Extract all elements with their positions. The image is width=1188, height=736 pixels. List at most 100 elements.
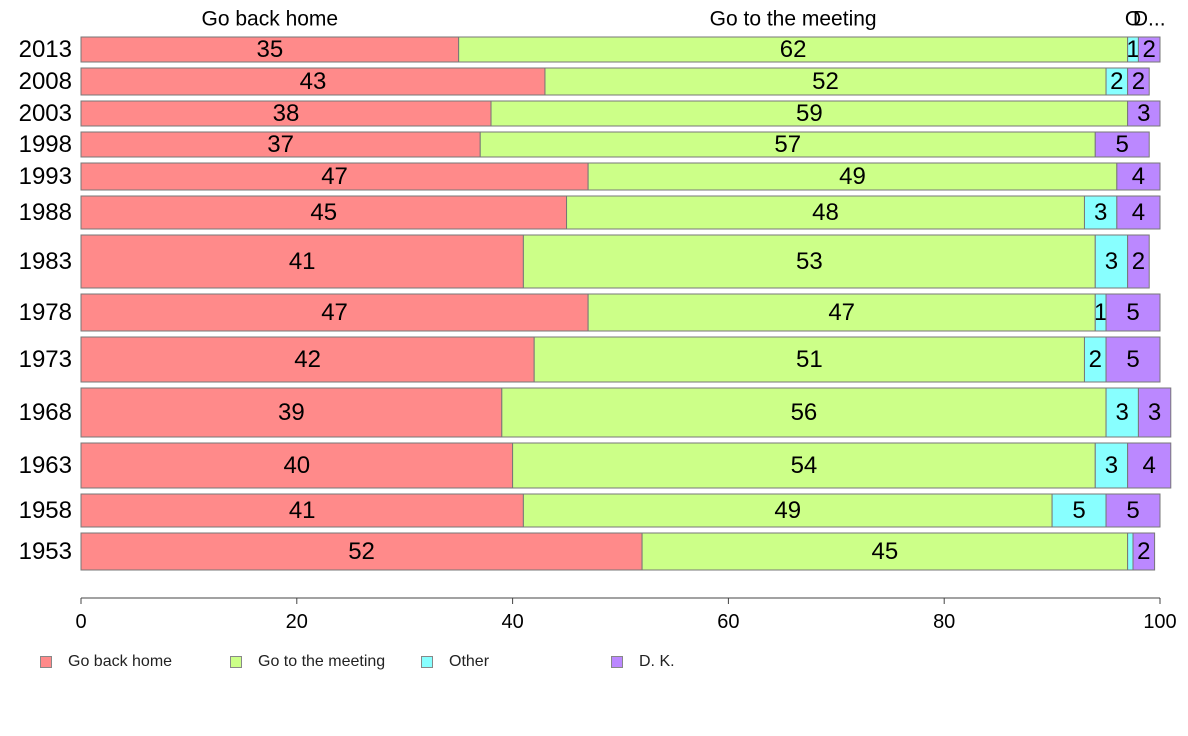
data-label: 2 (1110, 68, 1123, 95)
data-label: 47 (828, 299, 855, 326)
data-label: 3 (1148, 399, 1161, 426)
data-label: 5 (1116, 131, 1129, 158)
bar-segment (80, 293, 589, 332)
x-tick-label: 80 (933, 611, 955, 633)
bar-segment (1132, 532, 1156, 571)
data-label: 3 (1105, 248, 1118, 275)
bar-segment (512, 442, 1096, 489)
y-tick-label: 2003 (19, 100, 72, 127)
legend-item-go-to-the-meeting: Go to the meeting (230, 652, 385, 672)
legend-item-go-back-home: Go back home (40, 652, 172, 672)
bar-segment (522, 234, 1096, 289)
data-label: 5 (1126, 346, 1139, 373)
legend-swatch (611, 656, 623, 668)
data-label: 57 (774, 131, 801, 158)
bar-segment (80, 195, 568, 230)
bar-segment (1127, 234, 1150, 289)
legend-item-other: Other (421, 652, 489, 672)
legend: Go back home Go to the meeting Other D. … (40, 652, 1140, 676)
data-label: 39 (278, 399, 305, 426)
bar-segment (1094, 442, 1129, 489)
legend-label: D. K. (639, 653, 675, 670)
data-label: 5 (1072, 497, 1085, 524)
data-label: 45 (310, 199, 337, 226)
data-label: 54 (791, 452, 818, 479)
data-label: 52 (348, 538, 375, 565)
y-tick-label: 1988 (19, 199, 72, 226)
bar-segment (80, 387, 503, 438)
bar-segment (1127, 442, 1172, 489)
legend-label: Go to the meeting (258, 653, 386, 670)
bar-segment (1127, 67, 1150, 96)
data-label: 43 (300, 68, 327, 95)
bar-segment (479, 131, 1096, 158)
x-tick-label: 100 (1143, 611, 1176, 633)
data-label: 5 (1126, 299, 1139, 326)
legend-swatch (40, 656, 52, 668)
y-tick-label: 1978 (19, 299, 72, 326)
bar-segment (80, 234, 524, 289)
bar-segment (80, 36, 460, 63)
legend-swatch (421, 656, 433, 668)
data-label: 3 (1094, 199, 1107, 226)
bar-segment (522, 493, 1053, 528)
legend-label: Other (449, 653, 490, 670)
bar-segment (566, 195, 1085, 230)
legend-item-dk: D. K. (611, 652, 675, 672)
bar-segment (80, 131, 481, 158)
bar-segment (80, 336, 535, 383)
data-label: 38 (273, 100, 300, 127)
series-top-label: D... (1133, 8, 1166, 31)
bar-segment (1094, 131, 1150, 158)
data-label: 42 (294, 346, 321, 373)
bar-segment (1094, 234, 1129, 289)
bar-segment (80, 100, 492, 127)
data-label: 5 (1126, 497, 1139, 524)
data-label: 37 (267, 131, 294, 158)
bar-segment (1127, 100, 1161, 127)
y-tick-label: 1998 (19, 131, 72, 158)
data-label: 47 (321, 299, 348, 326)
x-tick-label: 20 (286, 611, 308, 633)
legend-swatch (230, 656, 242, 668)
y-tick-label: 1993 (19, 163, 72, 190)
data-label: 1 (1126, 36, 1139, 63)
bar-segment (587, 293, 1096, 332)
y-tick-label: 1973 (19, 346, 72, 373)
data-label: 41 (289, 248, 316, 275)
legend-label: Go back home (68, 653, 173, 670)
bar-segment (544, 67, 1107, 96)
data-label: 1 (1094, 299, 1107, 326)
x-tick-label: 0 (75, 611, 86, 633)
series-top-label: O (1125, 8, 1141, 31)
y-tick-label: 2013 (19, 36, 72, 63)
y-tick-label: 1953 (19, 538, 72, 565)
y-tick-label: 1983 (19, 248, 72, 275)
data-label: 62 (780, 36, 807, 63)
data-label: 52 (812, 68, 839, 95)
data-label: 2 (1143, 36, 1156, 63)
x-tick-label: 40 (501, 611, 523, 633)
data-label: 56 (791, 399, 818, 426)
data-label: 48 (812, 199, 839, 226)
bar-segment (80, 67, 546, 96)
y-tick-label: 1963 (19, 452, 72, 479)
bar-segment (1105, 293, 1161, 332)
data-label: 2 (1137, 538, 1150, 565)
data-label: 2 (1132, 68, 1145, 95)
bar-segment (1137, 36, 1161, 63)
data-label: 4 (1143, 452, 1156, 479)
data-label: 59 (796, 100, 823, 127)
y-tick-label: 1958 (19, 497, 72, 524)
x-tick-label: 60 (717, 611, 739, 633)
y-tick-label: 1968 (19, 399, 72, 426)
bar-segment (1116, 162, 1161, 191)
bar-segment (1127, 532, 1134, 571)
data-label: 45 (872, 538, 899, 565)
bar-segment (587, 162, 1118, 191)
data-label: 53 (796, 248, 823, 275)
data-label: 3 (1116, 399, 1129, 426)
bar-segment (80, 442, 514, 489)
